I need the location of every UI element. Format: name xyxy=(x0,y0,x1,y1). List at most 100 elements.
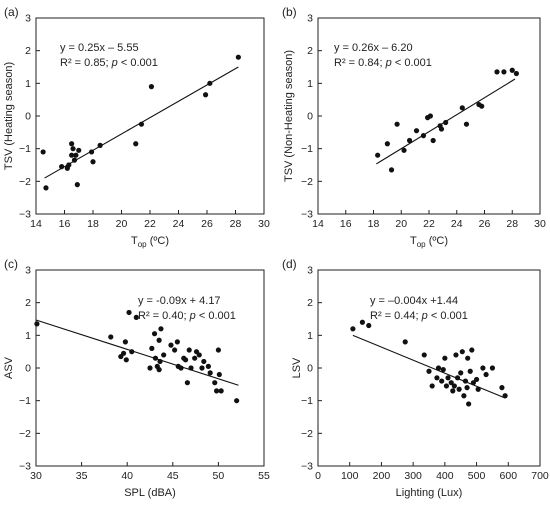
x-tick-label: 24 xyxy=(451,218,463,230)
data-point xyxy=(178,365,184,371)
data-point xyxy=(509,67,515,73)
x-axis-title: SPL (dBA) xyxy=(124,487,176,499)
data-point xyxy=(479,103,485,109)
data-point xyxy=(475,386,481,392)
x-tick-label: 40 xyxy=(121,470,133,482)
x-tick-label: 300 xyxy=(404,470,422,482)
y-tick-label: 0 xyxy=(307,111,313,123)
data-point xyxy=(133,141,139,147)
data-point xyxy=(156,367,162,373)
data-point xyxy=(451,383,457,389)
data-point xyxy=(196,352,202,358)
x-tick-label: 35 xyxy=(76,470,88,482)
regression-equation: y = 0.26x – 6.20 xyxy=(334,42,413,54)
y-axis-title: ASV xyxy=(3,356,15,379)
y-tick-label: 2 xyxy=(307,45,313,57)
data-point xyxy=(413,128,420,134)
x-tick-label: 30 xyxy=(534,218,546,230)
data-point xyxy=(463,121,470,127)
x-tick-label: 45 xyxy=(167,470,179,482)
data-point xyxy=(453,352,459,358)
data-point xyxy=(443,383,450,389)
y-axis-title: TSV (Non-Heating season) xyxy=(283,50,295,182)
x-tick-label: 16 xyxy=(59,218,71,230)
regression-r2: R² = 0.44; p < 0.001 xyxy=(370,310,468,322)
x-tick-label: 16 xyxy=(340,218,352,230)
data-point xyxy=(401,147,407,153)
data-point xyxy=(212,380,218,386)
data-point xyxy=(123,357,129,363)
x-axis-title: Top (ºC) xyxy=(131,235,169,249)
data-point xyxy=(218,388,224,394)
y-tick-label: 2 xyxy=(25,45,31,57)
x-tick-label: 22 xyxy=(144,218,156,230)
data-point xyxy=(469,347,475,353)
y-tick-label: −2 xyxy=(301,428,313,440)
y-tick-label: −3 xyxy=(301,461,313,473)
y-tick-label: 0 xyxy=(307,363,313,375)
data-point xyxy=(207,80,213,86)
data-point xyxy=(438,126,445,132)
data-point xyxy=(483,371,489,378)
x-tick-label: 400 xyxy=(436,470,454,482)
data-point xyxy=(513,70,520,77)
data-point xyxy=(443,119,449,126)
data-point xyxy=(182,357,189,363)
data-point xyxy=(97,142,103,148)
data-point xyxy=(384,141,390,147)
data-point xyxy=(213,388,220,394)
data-point xyxy=(456,386,462,392)
data-point xyxy=(440,367,446,373)
x-tick-label: 30 xyxy=(30,470,42,482)
y-tick-label: 3 xyxy=(25,265,31,277)
data-point xyxy=(473,376,480,383)
chart-panel-2: (b) 14 16 18 20 22 24 26 28 30 −3 −2 −1 0 1 2 3 Top (ºC) T… xyxy=(282,5,546,249)
data-point xyxy=(402,339,408,345)
data-point xyxy=(421,352,427,358)
data-point xyxy=(186,347,192,353)
data-point xyxy=(74,182,80,188)
x-tick-label: 18 xyxy=(368,218,380,230)
x-tick-label: 28 xyxy=(506,218,518,230)
x-tick-label: 20 xyxy=(116,218,128,230)
data-point xyxy=(420,133,427,139)
data-point xyxy=(88,149,95,155)
y-tick-label: 0 xyxy=(25,363,31,375)
chart-panel-1: (a) 14 16 18 20 22 24 26 28 30 −3 −2 −1 0 1 2 3 Top (ºC) T… xyxy=(3,5,270,249)
x-tick-label: 26 xyxy=(479,218,491,230)
data-point xyxy=(151,331,158,337)
data-point xyxy=(494,69,500,75)
data-point xyxy=(69,141,75,147)
y-tick-label: 3 xyxy=(307,265,313,277)
y-tick-label: −1 xyxy=(19,143,31,155)
data-point xyxy=(435,365,442,371)
data-point xyxy=(120,350,127,356)
data-point xyxy=(192,355,198,361)
y-tick-label: −3 xyxy=(19,209,31,221)
data-point xyxy=(157,358,163,365)
data-point xyxy=(464,385,470,391)
data-point xyxy=(152,355,159,361)
data-point xyxy=(66,162,72,168)
regression-equation: y = 0.25x – 5.55 xyxy=(60,42,139,54)
y-tick-label: 0 xyxy=(25,111,31,123)
x-tick-label: 30 xyxy=(258,218,270,230)
x-tick-label: 200 xyxy=(373,470,391,482)
y-tick-label: 2 xyxy=(25,297,31,309)
data-point xyxy=(467,368,473,374)
data-point xyxy=(122,339,128,345)
chart-panel-3: (c) 30 35 40 45 50 55 −3 −2 −1 0 1 2 3 SPL (dBA) ASV y =… xyxy=(3,257,270,499)
data-point xyxy=(430,137,436,144)
data-point xyxy=(234,398,240,404)
panel-label: (b) xyxy=(282,5,297,19)
chart-panel-4: (d) 0 100 200 300 400 500 600 700 −3 −2 −1 0 1 2 3 Light… xyxy=(282,257,549,499)
y-tick-label: 3 xyxy=(307,13,313,25)
y-tick-label: −3 xyxy=(301,209,313,221)
data-point xyxy=(394,121,400,127)
data-point xyxy=(90,159,96,165)
y-tick-label: −3 xyxy=(19,461,31,473)
x-axis-title: Top (ºC) xyxy=(410,235,448,249)
x-tick-label: 14 xyxy=(312,218,324,230)
data-point xyxy=(499,385,505,391)
data-point xyxy=(426,368,432,374)
